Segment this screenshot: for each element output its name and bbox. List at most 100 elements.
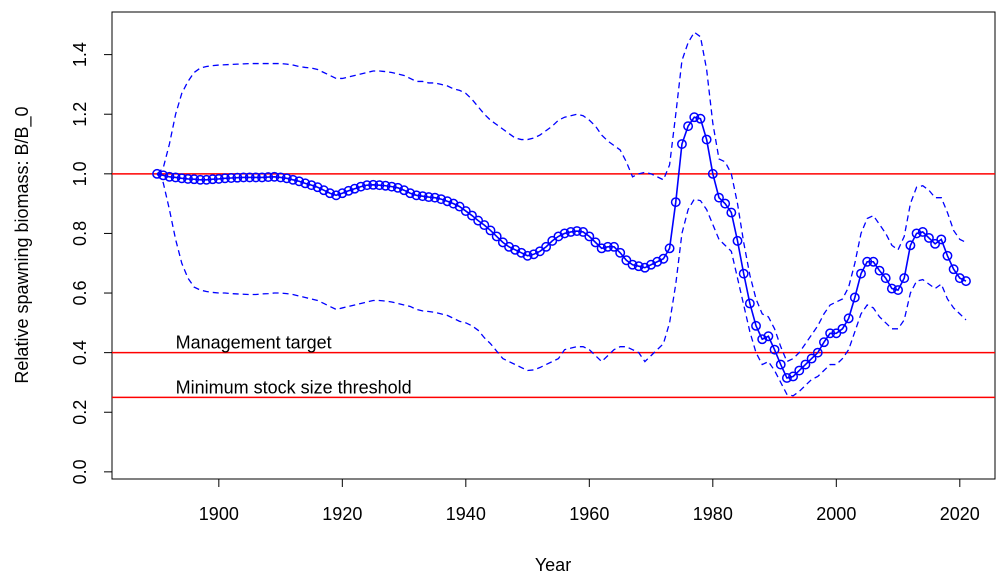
data-point (849, 292, 860, 303)
data-point (819, 337, 829, 348)
data-point (788, 371, 799, 382)
data-point (176, 173, 187, 184)
data-point (442, 196, 453, 207)
data-point (306, 180, 317, 191)
data-point (893, 285, 904, 296)
data-point (763, 331, 774, 342)
data-point (590, 237, 601, 248)
data-point (374, 180, 385, 191)
data-point (639, 262, 650, 273)
data-point (769, 344, 780, 355)
data-point (627, 259, 638, 270)
data-point (812, 347, 823, 358)
data-point (195, 174, 206, 185)
data-point (158, 170, 169, 181)
data-point (429, 192, 440, 203)
data-point (152, 168, 163, 179)
data-point (207, 174, 218, 185)
data-point (911, 228, 922, 239)
data-point (201, 174, 212, 185)
data-point (281, 173, 292, 184)
data-point (164, 171, 175, 182)
data-point (491, 231, 502, 242)
series-line (156, 116, 967, 379)
data-point (226, 173, 237, 183)
data-point (343, 185, 354, 196)
data-point (541, 241, 552, 252)
data-point (238, 172, 249, 183)
data-point (652, 256, 663, 267)
data-point (948, 264, 959, 275)
data-point (670, 197, 681, 208)
data-point (553, 231, 564, 242)
data-point (411, 190, 422, 201)
data-point (325, 188, 335, 199)
data-point (751, 320, 761, 331)
data-point (899, 273, 910, 284)
data-point (732, 235, 743, 246)
data-point (806, 353, 817, 364)
data-point (781, 373, 792, 383)
y-tick-label: 1.4 (70, 42, 90, 67)
data-point (257, 172, 267, 183)
data-point (954, 273, 965, 284)
data-point (386, 181, 397, 192)
data-point (528, 249, 539, 260)
x-tick-label: 1940 (446, 504, 486, 524)
data-point (825, 328, 836, 339)
y-tick-label: 0.2 (70, 400, 90, 425)
data-point (405, 188, 416, 199)
y-axis-title: Relative spawning biomass: B/B_0 (12, 106, 33, 383)
data-point (714, 192, 724, 203)
data-point (436, 194, 447, 205)
data-point (609, 241, 619, 252)
data-point (856, 268, 866, 279)
reference-label: Minimum stock size threshold (176, 377, 412, 397)
data-point (794, 365, 805, 376)
data-point (664, 243, 675, 254)
data-point (757, 334, 768, 345)
data-point (615, 247, 626, 258)
x-tick-label: 1960 (569, 504, 609, 524)
interval-line (156, 31, 967, 363)
data-point (220, 173, 230, 184)
x-tick-label: 2020 (940, 504, 980, 524)
data-point (232, 172, 243, 183)
data-point (263, 172, 274, 183)
y-tick-label: 0.6 (70, 281, 90, 306)
x-tick-label: 2000 (816, 504, 856, 524)
data-point (269, 171, 280, 182)
data-point (504, 241, 514, 252)
data-point (485, 225, 496, 236)
data-point (633, 261, 644, 272)
data-point (183, 173, 193, 184)
data-point (917, 226, 928, 237)
data-point (337, 188, 348, 199)
data-point (355, 181, 366, 192)
y-tick-label: 0.0 (70, 459, 90, 484)
reference-label: Management target (176, 333, 332, 353)
x-tick-label: 1920 (322, 504, 362, 524)
data-point (287, 174, 298, 185)
data-point (683, 121, 694, 132)
data-point (701, 134, 712, 145)
data-point (294, 176, 305, 187)
data-point (658, 253, 669, 264)
y-tick-label: 1.2 (70, 102, 90, 127)
y-tick-label: 1.0 (70, 161, 90, 186)
data-point (275, 172, 286, 183)
data-point (559, 228, 570, 239)
data-point (244, 172, 255, 183)
data-point (467, 210, 477, 221)
data-point (362, 180, 372, 191)
data-point (312, 182, 323, 193)
data-point (695, 113, 706, 124)
data-point (942, 250, 953, 261)
data-point (923, 232, 934, 243)
data-point (189, 174, 200, 185)
x-tick-label: 1900 (199, 504, 239, 524)
data-point (572, 226, 582, 236)
data-point (720, 198, 731, 209)
data-point (250, 172, 261, 183)
